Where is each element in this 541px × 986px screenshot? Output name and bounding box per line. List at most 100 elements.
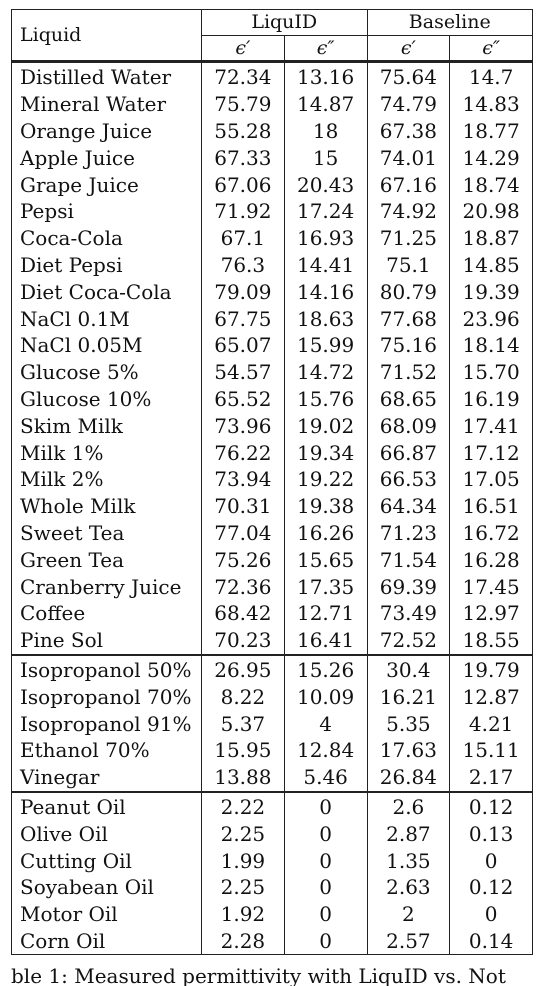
baseline-eps-imag-cell: 14.29 (449, 144, 534, 172)
baseline-eps-real-cell: 5.35 (366, 710, 451, 737)
liquid-id-eps-real-cell: 2.22 (201, 790, 285, 821)
liquid-name-cell: Apple Juice (11, 144, 202, 172)
baseline-eps-imag-cell: 18.14 (449, 331, 534, 359)
baseline-eps-real-cell: 69.39 (366, 573, 451, 600)
liquid-id-eps-imag-cell: 19.02 (283, 412, 368, 440)
baseline-eps-real-cell: 80.79 (366, 278, 451, 306)
baseline-eps-imag-cell: 0.14 (449, 927, 534, 956)
liquid-name-cell: Corn Oil (11, 927, 202, 956)
liquid-id-eps-real-cell: 1.99 (201, 847, 285, 874)
table-row: Ethanol 70% 15.95 12.84 17.63 15.11 (11, 736, 534, 764)
table-row: Distilled Water 72.34 13.16 75.64 14.7 (11, 59, 534, 91)
liquid-id-eps-imag-cell: 15.99 (283, 331, 368, 359)
liquid-id-eps-real-cell: 13.88 (201, 763, 285, 792)
liquid-id-eps-imag-cell: 0 (283, 873, 368, 901)
table-row: NaCl 0.1M 67.75 18.63 77.68 23.96 (11, 305, 534, 332)
baseline-eps-real-cell: 67.38 (366, 117, 451, 145)
baseline-eps-imag-cell: 20.98 (449, 197, 534, 225)
liquid-name-cell: Distilled Water (11, 59, 202, 91)
baseline-eps-real-cell: 71.25 (366, 224, 451, 252)
permittivity-table: Liquid LiquID Baseline ϵ′ ϵ″ ϵ′ ϵ″ Disti… (11, 9, 534, 956)
liquid-id-eps-real-cell: 5.37 (201, 710, 285, 737)
baseline-eps-imag-cell: 18.77 (449, 117, 534, 145)
table-row: Sweet Tea 77.04 16.26 71.23 16.72 (11, 519, 534, 547)
liquid-id-eps-imag-cell: 14.41 (283, 251, 368, 279)
liquid-id-eps-imag-cell: 17.35 (283, 573, 368, 600)
baseline-eps-imag-cell: 17.41 (449, 412, 534, 440)
table-row: Skim Milk 73.96 19.02 68.09 17.41 (11, 412, 534, 440)
table-row: Diet Pepsi 76.3 14.41 75.1 14.85 (11, 251, 534, 279)
liquid-name-cell: Sweet Tea (11, 519, 202, 547)
liquid-id-eps-real-cell: 1.92 (201, 900, 285, 928)
liquid-id-eps-real-cell: 77.04 (201, 519, 285, 547)
liquid-name-cell: Isopropanol 70% (11, 683, 202, 711)
table-row: Green Tea 75.26 15.65 71.54 16.28 (11, 546, 534, 574)
liquid-id-eps-imag-cell: 14.87 (283, 90, 368, 118)
table-row: Pepsi 71.92 17.24 74.92 20.98 (11, 197, 534, 225)
baseline-eps-imag-cell: 14.7 (449, 59, 534, 91)
liquid-id-eps-imag-cell: 16.41 (283, 626, 368, 655)
header-row-groups: Liquid LiquID Baseline (11, 9, 534, 62)
table-row: Orange Juice 55.28 18 67.38 18.77 (11, 117, 534, 145)
liquid-id-eps-real-cell: 15.95 (201, 736, 285, 764)
baseline-eps-real-cell: 71.23 (366, 519, 451, 547)
liquid-id-eps-imag-cell: 0 (283, 847, 368, 874)
baseline-eps-imag-cell: 23.96 (449, 305, 534, 332)
liquid-id-eps-real-cell: 75.26 (201, 546, 285, 574)
baseline-eps-imag-cell: 19.79 (449, 653, 534, 684)
table-section-alcohols: Isopropanol 50% 26.95 15.26 30.4 19.79 Isopro… (11, 653, 534, 792)
liquid-name-cell: Diet Pepsi (11, 251, 202, 279)
baseline-eps-real-cell: 75.64 (366, 59, 451, 91)
baseline-eps-real-cell: 1.35 (366, 847, 451, 874)
liquid-id-eps-imag-cell: 5.46 (283, 763, 368, 792)
liquid-id-eps-real-cell: 70.31 (201, 492, 285, 520)
table-row: Vinegar 13.88 5.46 26.84 2.17 (11, 763, 534, 792)
table-section-aqueous: Distilled Water 72.34 13.16 75.64 14.7 Minera… (11, 59, 534, 655)
baseline-eps-imag-cell: 12.87 (449, 683, 534, 711)
baseline-eps-imag-cell: 16.28 (449, 546, 534, 574)
liquid-id-eps-real-cell: 73.96 (201, 412, 285, 440)
baseline-eps-imag-cell: 18.55 (449, 626, 534, 655)
baseline-eps-imag-cell: 17.12 (449, 439, 534, 466)
table-row: Soyabean Oil 2.25 0 2.63 0.12 (11, 873, 534, 901)
table-row: Diet Coca-Cola 79.09 14.16 80.79 19.39 (11, 278, 534, 306)
table-row: Corn Oil 2.28 0 2.57 0.14 (11, 927, 534, 956)
baseline-eps-real-cell: 2 (366, 900, 451, 928)
baseline-eps-real-cell: 64.34 (366, 492, 451, 520)
liquid-id-eps-imag-cell: 20.43 (283, 171, 368, 198)
liquid-id-eps-real-cell: 26.95 (201, 653, 285, 684)
baseline-eps-real-cell: 2.6 (366, 790, 451, 821)
liquid-id-eps-imag-cell: 13.16 (283, 59, 368, 91)
liquid-id-eps-real-cell: 55.28 (201, 117, 285, 145)
liquid-name-cell: Isopropanol 91% (11, 710, 202, 737)
baseline-eps-imag-cell: 0 (449, 900, 534, 928)
liquid-id-eps-real-cell: 68.42 (201, 599, 285, 627)
baseline-eps-real-cell: 66.87 (366, 439, 451, 466)
liquid-id-eps-imag-cell: 18.63 (283, 305, 368, 332)
table-header: Liquid LiquID Baseline ϵ′ ϵ″ ϵ′ ϵ″ (11, 9, 534, 62)
liquid-id-eps-real-cell: 79.09 (201, 278, 285, 306)
liquid-name-cell: Ethanol 70% (11, 736, 202, 764)
baseline-eps-real-cell: 26.84 (366, 763, 451, 792)
table-row: Cranberry Juice 72.36 17.35 69.39 17.45 (11, 573, 534, 600)
liquid-id-eps-real-cell: 54.57 (201, 358, 285, 386)
liquid-id-eps-real-cell: 71.92 (201, 197, 285, 225)
liquid-id-eps-imag-cell: 0 (283, 790, 368, 821)
baseline-eps-imag-cell: 17.05 (449, 465, 534, 493)
liquid-id-eps-imag-cell: 10.09 (283, 683, 368, 711)
liquid-id-eps-real-cell: 73.94 (201, 465, 285, 493)
table-caption: ble 1: Measured permittivity with LiquID… (11, 966, 506, 986)
baseline-eps-real-cell: 74.92 (366, 197, 451, 225)
liquid-name-cell: Peanut Oil (11, 790, 202, 821)
baseline-eps-imag-cell: 4.21 (449, 710, 534, 737)
table-row: Coffee 68.42 12.71 73.49 12.97 (11, 599, 534, 627)
liquid-id-eps-imag-cell: 18 (283, 117, 368, 145)
liquid-name-cell: Soyabean Oil (11, 873, 202, 901)
liquid-name-cell: Isopropanol 50% (11, 653, 202, 684)
liquid-id-eps-real-cell: 65.52 (201, 385, 285, 413)
liquid-id-eps-imag-cell: 4 (283, 710, 368, 737)
liquid-id-eps-imag-cell: 15 (283, 144, 368, 172)
baseline-eps-real-cell: 71.54 (366, 546, 451, 574)
baseline-eps-real-cell: 75.16 (366, 331, 451, 359)
liquid-id-eps-real-cell: 8.22 (201, 683, 285, 711)
